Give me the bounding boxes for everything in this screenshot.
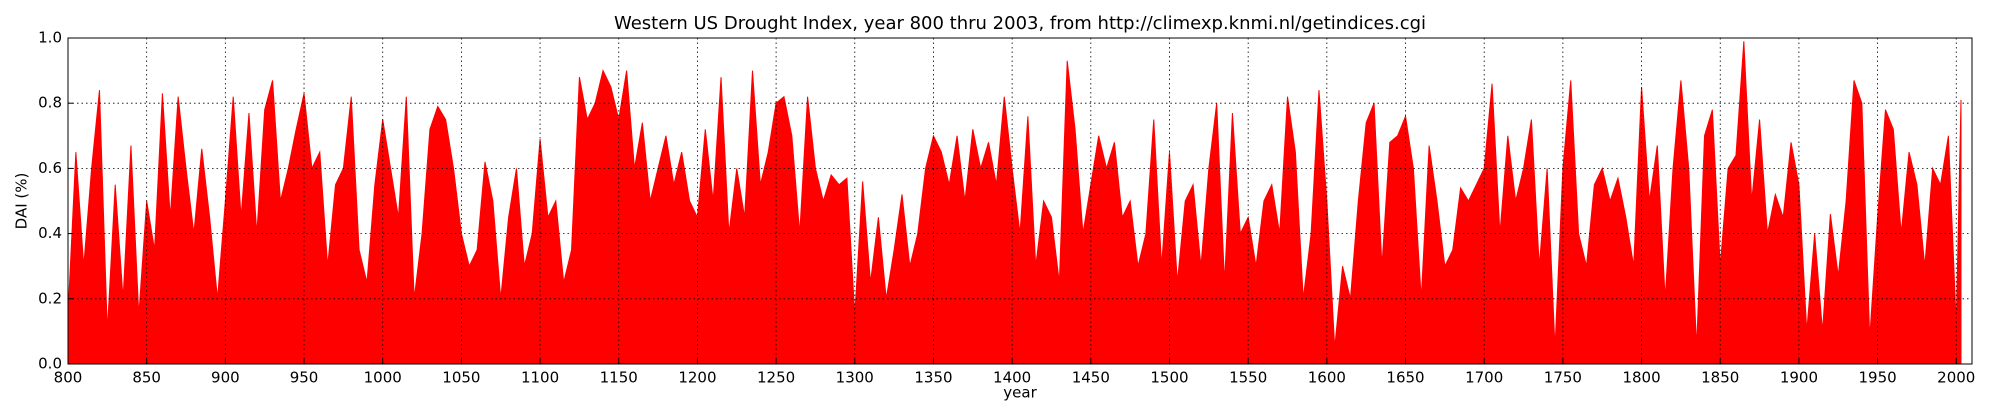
x-tick-label: 1950 bbox=[1858, 369, 1896, 387]
area bbox=[67, 41, 1962, 365]
y-tick-label: 0.2 bbox=[38, 289, 62, 307]
plot-frame bbox=[67, 37, 1973, 365]
x-tick-label: 1350 bbox=[914, 369, 952, 387]
y-tick-label: 0.4 bbox=[38, 224, 62, 242]
x-tick-label: 1400 bbox=[993, 369, 1031, 387]
x-tick-label: 950 bbox=[290, 369, 319, 387]
x-tick-label: 1650 bbox=[1386, 369, 1424, 387]
y-tick-label: 1.0 bbox=[38, 29, 62, 47]
x-tick-label: 1200 bbox=[678, 369, 716, 387]
x-tick-label: 1000 bbox=[364, 369, 402, 387]
y-tick-label: 0.8 bbox=[38, 94, 62, 112]
x-tick-label: 1900 bbox=[1780, 369, 1818, 387]
x-tick-label: 1550 bbox=[1229, 369, 1267, 387]
x-tick-label: 1800 bbox=[1622, 369, 1660, 387]
y-tick-label: 0.6 bbox=[38, 159, 62, 177]
x-tick-label: 1500 bbox=[1150, 369, 1188, 387]
x-tick-label: 1300 bbox=[836, 369, 874, 387]
y-axis-label: DAI (%) bbox=[13, 173, 31, 230]
y-tick-label: 0.0 bbox=[38, 355, 62, 373]
x-tick-label: 1750 bbox=[1544, 369, 1582, 387]
x-axis-label: year bbox=[1003, 384, 1037, 402]
x-tick-label: 1700 bbox=[1465, 369, 1503, 387]
x-tick-label: 800 bbox=[54, 369, 83, 387]
x-tick-label: 1600 bbox=[1308, 369, 1346, 387]
x-tick-label: 1850 bbox=[1701, 369, 1739, 387]
x-tick-label: 1050 bbox=[442, 369, 480, 387]
x-tick-label: 1250 bbox=[757, 369, 795, 387]
chart-title: Western US Drought Index, year 800 thru … bbox=[614, 13, 1426, 34]
x-tick-label: 1150 bbox=[600, 369, 638, 387]
x-tick-label: 900 bbox=[211, 369, 240, 387]
x-tick-label: 2000 bbox=[1937, 369, 1975, 387]
x-tick-label: 850 bbox=[132, 369, 161, 387]
x-tick-label: 1450 bbox=[1072, 369, 1110, 387]
x-tick-label: 1100 bbox=[521, 369, 559, 387]
